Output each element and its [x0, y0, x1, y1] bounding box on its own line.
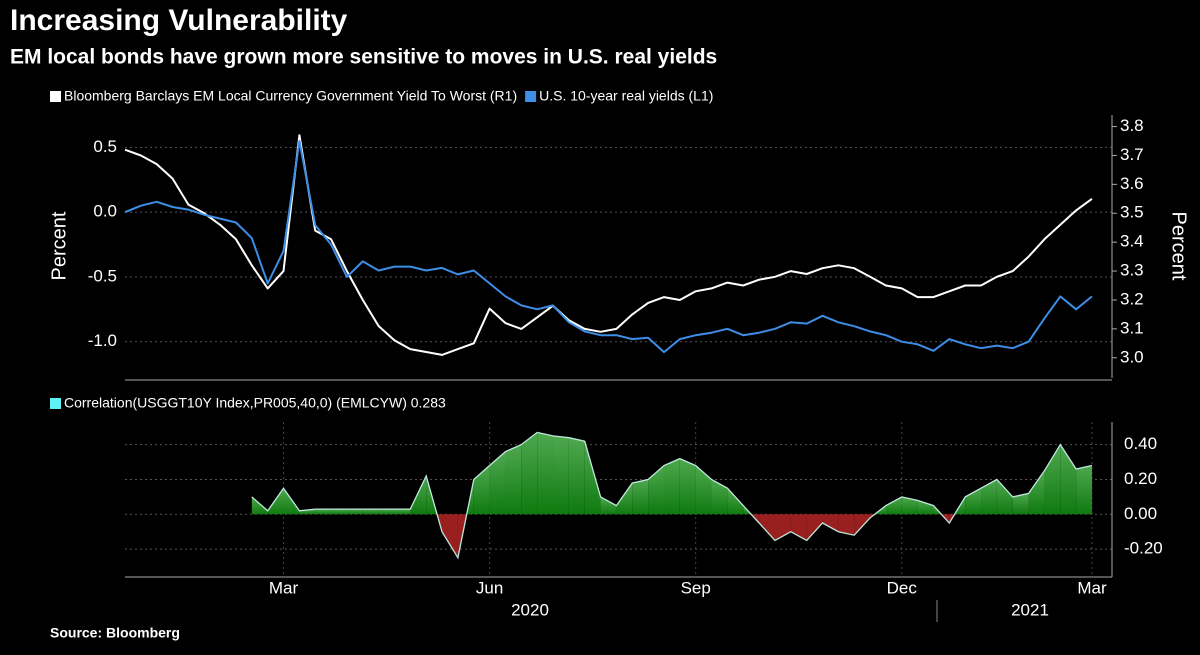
area-segment	[1012, 493, 1029, 515]
area-segment	[600, 496, 617, 515]
area-segment	[553, 435, 569, 515]
area-segment	[917, 500, 934, 515]
x-group-label: 2021	[1011, 600, 1049, 619]
legend-label: Correlation(USGGT10Y Index,PR005,40,0) (…	[64, 395, 446, 411]
y2-tick-label: 3.0	[1120, 347, 1144, 366]
area-segment	[521, 432, 538, 515]
y2-tick-label: 3.4	[1120, 232, 1144, 251]
area-segment	[537, 432, 554, 515]
line	[251, 431, 1093, 560]
area-segment	[1060, 444, 1077, 515]
x-tick-label: Sep	[681, 578, 711, 597]
area-segment	[442, 514, 458, 558]
y-tick-label: 0.00	[1124, 504, 1157, 523]
area-segment	[616, 482, 633, 515]
x-tick-label: Jun	[476, 578, 503, 597]
y2-tick-label: 3.2	[1120, 289, 1144, 308]
area-segment	[362, 509, 379, 515]
area-segment	[901, 496, 918, 515]
area-segment	[378, 509, 395, 515]
area-segment	[806, 514, 823, 541]
legend-swatch	[50, 398, 61, 409]
legend-label: Bloomberg Barclays EM Local Currency Gov…	[64, 88, 517, 104]
area-segment	[1076, 465, 1092, 515]
y2-tick-label: 3.6	[1120, 174, 1144, 193]
line	[124, 134, 1093, 356]
x-tick-label: Mar	[269, 578, 299, 597]
area-segment	[632, 479, 649, 515]
area-segment	[996, 479, 1013, 515]
y2-tick-label: 3.3	[1120, 261, 1144, 280]
y-tick-label: -1.0	[88, 331, 117, 350]
area-segment	[394, 509, 411, 515]
area-segment	[838, 514, 855, 536]
legend-swatch	[50, 91, 61, 102]
y2-tick-label: 3.7	[1120, 145, 1144, 164]
y-tick-label: -0.20	[1124, 539, 1163, 558]
area-segment	[727, 488, 744, 515]
chart-title: Increasing Vulnerability	[10, 4, 348, 37]
area-segment	[1044, 444, 1061, 515]
y-axis-label: Percent	[48, 211, 70, 280]
area-segment	[315, 509, 332, 515]
area-segment	[346, 509, 363, 515]
area-segment	[584, 441, 601, 515]
area-segment	[822, 514, 839, 532]
area-segment	[648, 465, 664, 515]
area-segment	[695, 465, 712, 515]
y2-tick-label: 3.8	[1120, 116, 1144, 135]
area-segment	[885, 496, 902, 515]
y-tick-label: 0.0	[93, 202, 117, 221]
area-segment	[489, 451, 506, 515]
area-segment	[331, 509, 347, 515]
y-tick-label: 0.20	[1124, 469, 1157, 488]
legend-swatch	[525, 91, 537, 102]
area-segment	[473, 465, 490, 515]
x-group-label: 2020	[511, 600, 549, 619]
y2-tick-label: 3.5	[1120, 203, 1144, 222]
area-segment	[759, 514, 775, 541]
x-tick-label: Dec	[887, 578, 918, 597]
area-segment	[1028, 470, 1045, 515]
y-tick-label: 0.5	[93, 137, 117, 156]
line	[124, 139, 1093, 354]
y-tick-label: 0.40	[1124, 434, 1157, 453]
area-segment	[981, 479, 997, 515]
y-tick-label: -0.5	[88, 266, 117, 285]
chart-subtitle: EM local bonds have grown more sensitive…	[10, 46, 717, 69]
source: Source: Bloomberg	[50, 625, 180, 641]
area-segment	[711, 479, 728, 515]
x-tick-label: Mar	[1077, 578, 1107, 597]
area-segment	[299, 509, 316, 515]
area-segment	[679, 458, 696, 515]
legend-label: U.S. 10-year real yields (L1)	[539, 88, 713, 104]
y2-axis-label: Percent	[1168, 212, 1190, 281]
area-segment	[663, 458, 680, 515]
y2-tick-label: 3.1	[1120, 318, 1144, 337]
area-segment	[505, 444, 522, 515]
area-segment	[568, 437, 585, 515]
